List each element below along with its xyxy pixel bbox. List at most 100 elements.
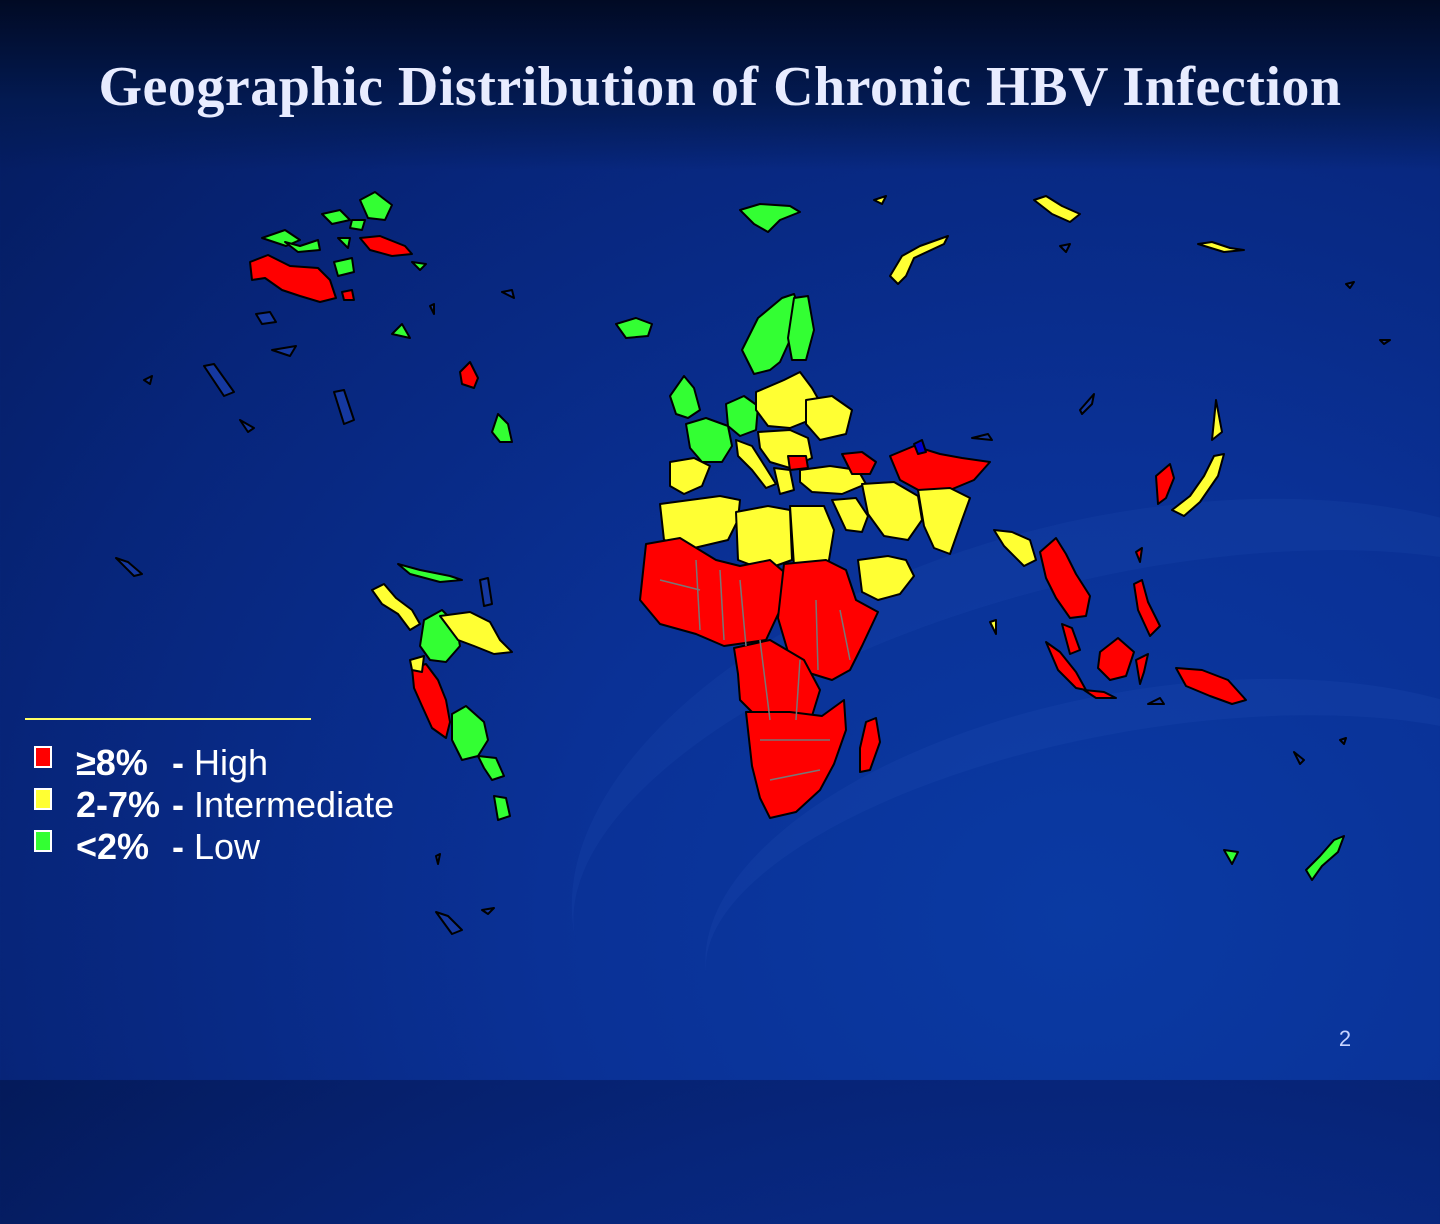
region-canada-arctic bbox=[349, 219, 366, 231]
legend-swatch-intermediate bbox=[34, 788, 52, 810]
legend-divider bbox=[25, 718, 311, 720]
java-region bbox=[1083, 689, 1117, 699]
legend-range: 2-7% bbox=[76, 784, 161, 825]
greece-region bbox=[773, 467, 795, 495]
ecuador-region bbox=[409, 655, 425, 673]
madagascar-region bbox=[859, 717, 881, 773]
central-america bbox=[371, 583, 421, 631]
afghanistan-pakistan-region bbox=[917, 487, 971, 555]
region-caribbean bbox=[397, 563, 463, 583]
iran-region bbox=[861, 481, 923, 541]
uk-region bbox=[669, 375, 701, 419]
turkey-region bbox=[799, 465, 867, 495]
region-canada-arctic bbox=[359, 191, 393, 221]
philippines-region bbox=[1133, 579, 1161, 637]
borneo-region bbox=[1097, 637, 1135, 681]
region-south-america bbox=[493, 795, 511, 821]
southeast-asia-region bbox=[1039, 537, 1091, 619]
region-canada-arctic bbox=[321, 209, 351, 225]
bulgaria-region bbox=[787, 455, 809, 471]
region-na-outline bbox=[501, 289, 515, 299]
peru-region bbox=[411, 663, 451, 739]
region-na-outline bbox=[255, 311, 277, 325]
legend-dash: - bbox=[172, 784, 184, 825]
siberia-island bbox=[889, 235, 949, 285]
region-na-outline bbox=[429, 303, 435, 315]
region-na-outline bbox=[203, 363, 235, 397]
france-region bbox=[685, 417, 733, 463]
region-canada-arctic bbox=[333, 257, 355, 277]
egypt-region bbox=[789, 505, 835, 567]
caucasus-region bbox=[841, 451, 877, 475]
region-caspian-marker bbox=[913, 439, 927, 455]
region-pacific-island bbox=[1339, 737, 1347, 745]
page-number: 2 bbox=[1338, 1026, 1352, 1051]
hokkaido-region bbox=[1211, 399, 1223, 441]
sulawesi-region bbox=[1135, 653, 1149, 685]
legend-swatch-high bbox=[34, 746, 52, 768]
iceland-region bbox=[615, 317, 653, 339]
legend-dash: - bbox=[172, 826, 184, 867]
region-arctic-island bbox=[873, 195, 887, 205]
malaysia-region bbox=[1061, 623, 1081, 655]
india-coast-region bbox=[993, 529, 1037, 567]
region-na-outline bbox=[143, 375, 153, 385]
new-zealand-region bbox=[1305, 835, 1345, 881]
region-hawaii bbox=[115, 557, 143, 577]
new-caledonia-region bbox=[1223, 849, 1239, 865]
region-na-outline bbox=[239, 419, 255, 433]
title-band bbox=[0, 0, 1440, 170]
venezuela-region bbox=[439, 611, 513, 655]
iberia-region bbox=[669, 457, 711, 495]
region-na-outline bbox=[333, 389, 355, 425]
region-south-atlantic bbox=[435, 911, 463, 935]
taiwan-region bbox=[1135, 547, 1143, 563]
region-russia-coast bbox=[971, 433, 993, 441]
middle-east-region bbox=[831, 497, 869, 533]
legend-range: ≥8% bbox=[76, 742, 148, 783]
world-map bbox=[115, 191, 1391, 935]
region-russia-coast bbox=[1379, 339, 1391, 345]
region-arctic-islands bbox=[739, 203, 801, 233]
greenland-region bbox=[459, 361, 479, 389]
region-russia-coast bbox=[1345, 281, 1355, 289]
region-canada-arctic bbox=[261, 229, 301, 247]
ukraine-region bbox=[805, 395, 853, 441]
region-arctic-island bbox=[1197, 241, 1245, 253]
legend-range: <2% bbox=[76, 826, 150, 867]
sri-lanka-region bbox=[989, 619, 997, 635]
central-asia-region bbox=[889, 445, 991, 493]
region-canada-arctic bbox=[359, 235, 413, 257]
central-east-africa-region bbox=[777, 559, 879, 681]
region-arctic-island bbox=[1033, 195, 1081, 223]
southern-africa-region bbox=[745, 699, 847, 819]
legend-label: Intermediate bbox=[194, 784, 395, 825]
region-caribbean-islands bbox=[479, 577, 493, 607]
region-south-america bbox=[477, 755, 505, 781]
legend-swatch-low bbox=[34, 830, 52, 852]
region-south-atlantic bbox=[481, 907, 495, 915]
new-guinea-region bbox=[1175, 667, 1247, 705]
region-russia-coast bbox=[1059, 243, 1071, 253]
alaska-region bbox=[249, 254, 337, 303]
region-indonesia-islands bbox=[1147, 697, 1165, 705]
finland-region bbox=[787, 295, 815, 361]
korea-region bbox=[1155, 463, 1175, 505]
region-canada-arctic bbox=[341, 289, 355, 301]
region-pacific-island bbox=[1293, 751, 1305, 765]
libya-region bbox=[735, 505, 793, 571]
region-canada-arctic bbox=[284, 239, 321, 253]
region-canada-arctic bbox=[391, 323, 411, 339]
region-atlantic-island bbox=[491, 413, 513, 443]
region-na-outline bbox=[271, 345, 297, 357]
italy-region bbox=[735, 439, 777, 489]
region-south-atlantic bbox=[435, 853, 441, 865]
region-russia-coast bbox=[1079, 393, 1095, 415]
legend-label: Low bbox=[194, 826, 261, 867]
japan-region bbox=[1171, 453, 1225, 517]
region-canada-arctic bbox=[337, 237, 351, 249]
slide-title: Geographic Distribution of Chronic HBV I… bbox=[98, 56, 1342, 118]
bolivia-region bbox=[451, 705, 489, 761]
arabia-region bbox=[857, 555, 915, 601]
germany-region bbox=[725, 395, 759, 437]
